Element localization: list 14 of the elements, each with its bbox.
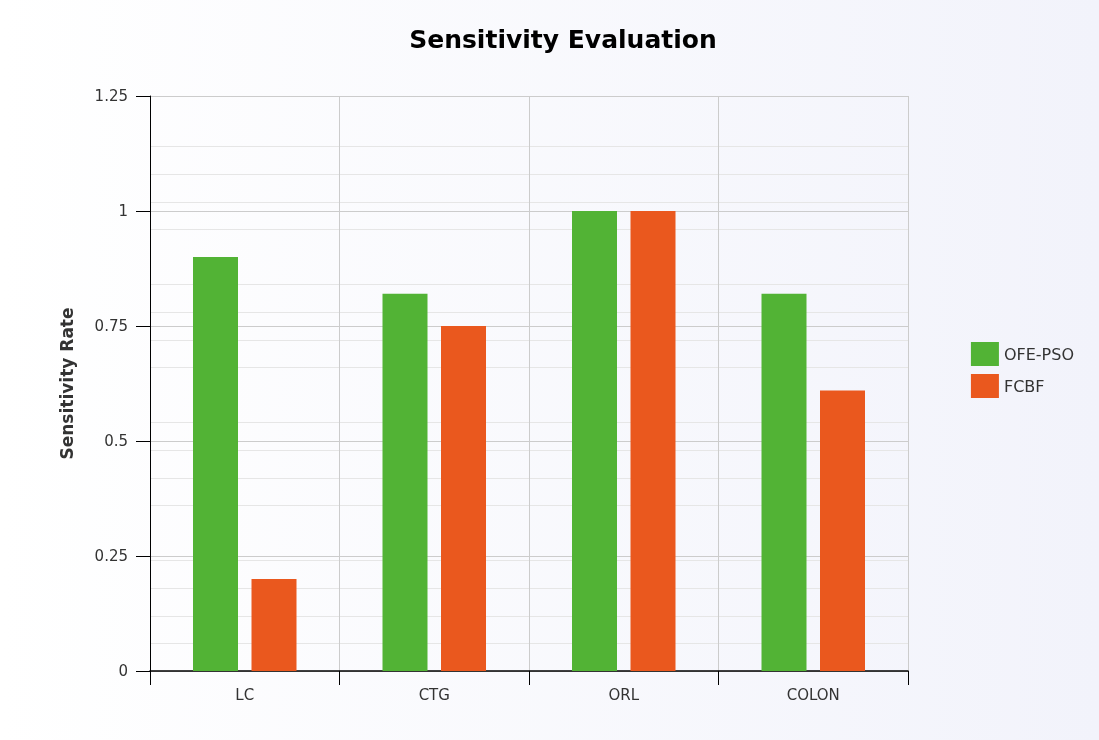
y-tick-label: 0.75 <box>94 317 128 335</box>
y-tick-label: 1.25 <box>94 87 128 105</box>
x-tick-label: COLON <box>786 685 840 704</box>
y-tick-label: 0 <box>118 662 128 680</box>
chart-title: Sensitivity Evaluation <box>409 25 717 54</box>
y-tick-label: 0.25 <box>94 547 128 565</box>
x-tick-label: ORL <box>608 685 640 704</box>
x-tick-label: CTG <box>418 685 450 704</box>
y-tick-label: 1 <box>118 202 128 220</box>
legend-label: OFE-PSO <box>1003 344 1074 364</box>
y-tick-label: 0.5 <box>104 432 128 450</box>
legend-label: FCBF <box>1003 376 1045 396</box>
y-axis-title: Sensitivity Rate <box>56 307 77 460</box>
x-tick-label: LC <box>235 685 255 704</box>
